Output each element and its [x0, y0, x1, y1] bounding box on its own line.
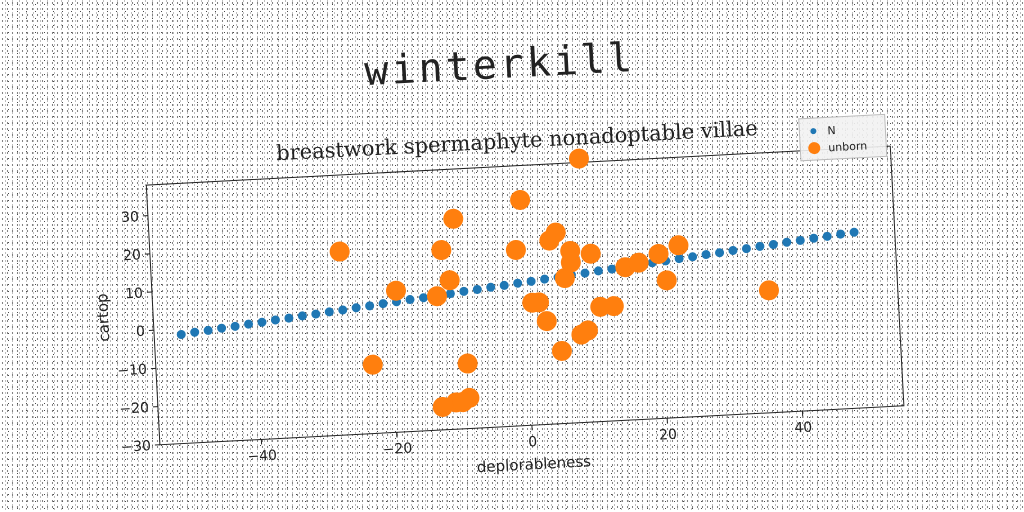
series-1-point — [755, 241, 765, 251]
series-2-point — [668, 235, 689, 256]
series-2-point — [536, 311, 557, 332]
scatter-chart: breastwork spermaphyte nonadoptable vill… — [93, 113, 905, 476]
series-1-point — [230, 321, 240, 331]
series-1-point — [445, 289, 455, 299]
x-tick-label: 0 — [528, 434, 538, 450]
series-1-point — [418, 293, 428, 303]
series-1-point — [378, 299, 388, 309]
chart-figure: breastwork spermaphyte nonadoptable vill… — [71, 74, 920, 497]
series-1-point — [270, 315, 280, 325]
y-tick-label: 10 — [125, 286, 144, 303]
series-2-point — [568, 148, 589, 169]
series-1-point — [190, 327, 200, 337]
chart-title: breastwork spermaphyte nonadoptable vill… — [276, 116, 759, 165]
y-tick-label: −30 — [121, 438, 151, 456]
series-1-point — [593, 266, 603, 276]
y-axis-label: cartop — [93, 293, 113, 342]
x-tick-label: 40 — [794, 420, 813, 437]
series-1-point — [338, 305, 348, 315]
legend-marker — [810, 128, 817, 135]
series-2-point — [545, 222, 566, 243]
series-1-point — [580, 268, 590, 278]
series-2-point — [603, 296, 624, 317]
series-1-point — [284, 313, 294, 323]
series-1-point — [486, 282, 496, 292]
series-1-point — [607, 264, 617, 274]
series-1-point — [688, 252, 698, 262]
series-2-point — [580, 243, 601, 264]
series-1-point — [782, 237, 792, 247]
series-1-point — [257, 317, 267, 327]
series-2-point — [505, 239, 526, 260]
legend-label: unborn — [828, 139, 868, 154]
series-2-point — [452, 392, 473, 413]
series-2-point — [431, 240, 452, 261]
series-1-point — [836, 229, 846, 239]
series-2-point — [443, 208, 464, 229]
series-1-point — [365, 301, 375, 311]
series-1-point — [459, 286, 469, 296]
series-1-point — [809, 233, 819, 243]
x-tick-label: 20 — [659, 427, 678, 444]
series-1-point — [728, 245, 738, 255]
series-2-point — [432, 396, 453, 417]
series-1-point — [203, 325, 213, 335]
y-tick-label: 30 — [121, 209, 140, 226]
legend-label: N — [827, 124, 836, 137]
x-axis-label: deplorableness — [476, 452, 591, 476]
series-1-point — [741, 244, 751, 254]
series-1-point — [768, 240, 778, 250]
series-2-point — [577, 320, 598, 341]
series-2-point — [426, 286, 447, 307]
series-1-point — [526, 276, 536, 286]
series-2-point — [554, 268, 575, 289]
series-1-point — [405, 295, 415, 305]
series-2-point — [439, 270, 460, 291]
series-1-point — [715, 248, 725, 258]
series-1-point — [513, 278, 523, 288]
series-2-point — [457, 353, 478, 374]
series-2-point — [510, 189, 531, 210]
series-1-point — [244, 319, 254, 329]
series-2-point — [560, 240, 581, 261]
series-1-point — [540, 274, 550, 284]
series-2-point — [329, 241, 350, 262]
series-2-point — [758, 280, 779, 301]
series-2-point — [385, 280, 406, 301]
plot-frame — [145, 145, 905, 446]
series-1-point — [499, 280, 509, 290]
series-2-point — [628, 252, 649, 273]
series-1-point — [849, 227, 859, 237]
y-tick-label: −10 — [117, 362, 147, 380]
x-tick-label: −40 — [247, 448, 277, 466]
y-tick-label: 0 — [136, 324, 146, 340]
y-tick-label: 20 — [123, 247, 142, 264]
series-2-point — [551, 340, 572, 361]
series-1-point — [795, 235, 805, 245]
series-1-point — [822, 231, 832, 241]
series-1-point — [674, 254, 684, 264]
x-tick-label: −20 — [382, 441, 412, 459]
series-2-point — [648, 243, 669, 264]
series-1-point — [311, 309, 321, 319]
series-1-point — [701, 250, 711, 260]
series-1-point — [297, 311, 307, 321]
series-2-point — [362, 354, 383, 375]
series-2-point — [529, 292, 550, 313]
series-2-point — [656, 270, 677, 291]
series-1-point — [176, 330, 186, 340]
series-1-point — [217, 323, 227, 333]
legend-marker — [808, 142, 821, 155]
legend-box — [798, 113, 888, 162]
y-tick-label: −20 — [119, 400, 149, 418]
series-1-point — [472, 285, 482, 295]
series-1-point — [351, 303, 361, 313]
series-1-point — [324, 307, 334, 317]
